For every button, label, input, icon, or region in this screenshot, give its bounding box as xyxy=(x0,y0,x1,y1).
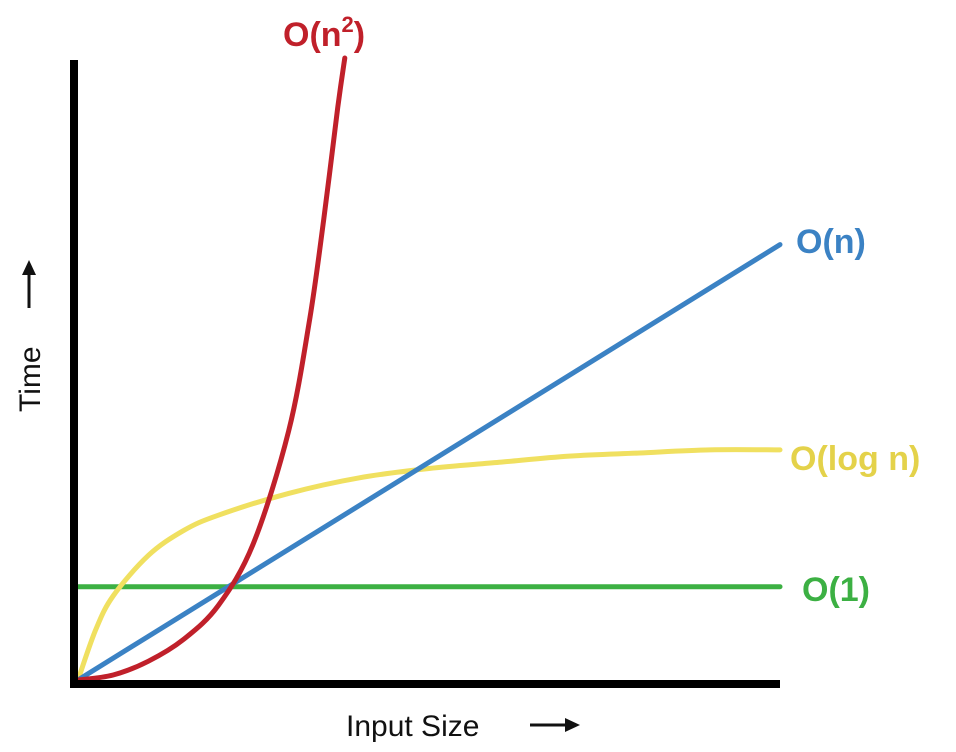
y-axis-arrowhead-icon xyxy=(22,260,36,275)
series-line-o-n xyxy=(75,242,783,683)
series-line-o-log-n xyxy=(75,447,783,683)
series-line-o-n-squared xyxy=(75,55,348,683)
series-label-o-n: O(n) xyxy=(796,223,866,261)
x-axis-arrowhead-icon xyxy=(565,718,580,732)
series-label-o-log-n: O(log n) xyxy=(790,440,920,478)
series-label-o-n-squared: O(n2) xyxy=(283,12,365,54)
x-axis-label: Input Size xyxy=(346,710,479,743)
series-label-o-1: O(1) xyxy=(802,571,870,609)
y-axis-label: Time xyxy=(14,346,47,412)
series-layer xyxy=(75,55,783,683)
